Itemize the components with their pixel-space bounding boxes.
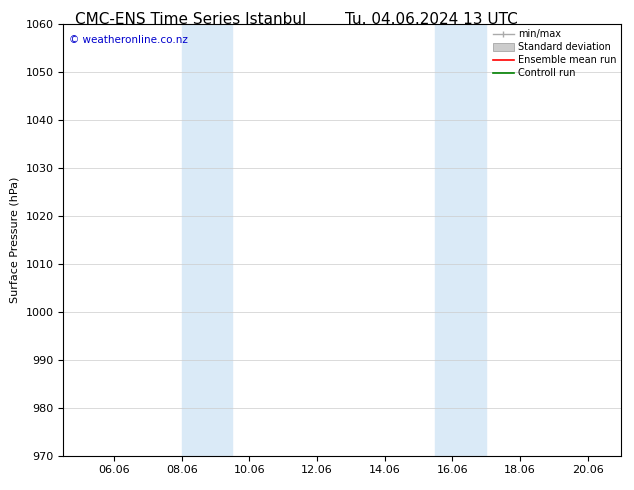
Y-axis label: Surface Pressure (hPa): Surface Pressure (hPa) xyxy=(10,177,20,303)
Text: Tu. 04.06.2024 13 UTC: Tu. 04.06.2024 13 UTC xyxy=(345,12,517,27)
Legend: min/max, Standard deviation, Ensemble mean run, Controll run: min/max, Standard deviation, Ensemble me… xyxy=(491,27,618,80)
Text: © weatheronline.co.nz: © weatheronline.co.nz xyxy=(69,35,188,45)
Text: CMC-ENS Time Series Istanbul: CMC-ENS Time Series Istanbul xyxy=(75,12,306,27)
Bar xyxy=(436,24,486,456)
Bar xyxy=(182,24,233,456)
